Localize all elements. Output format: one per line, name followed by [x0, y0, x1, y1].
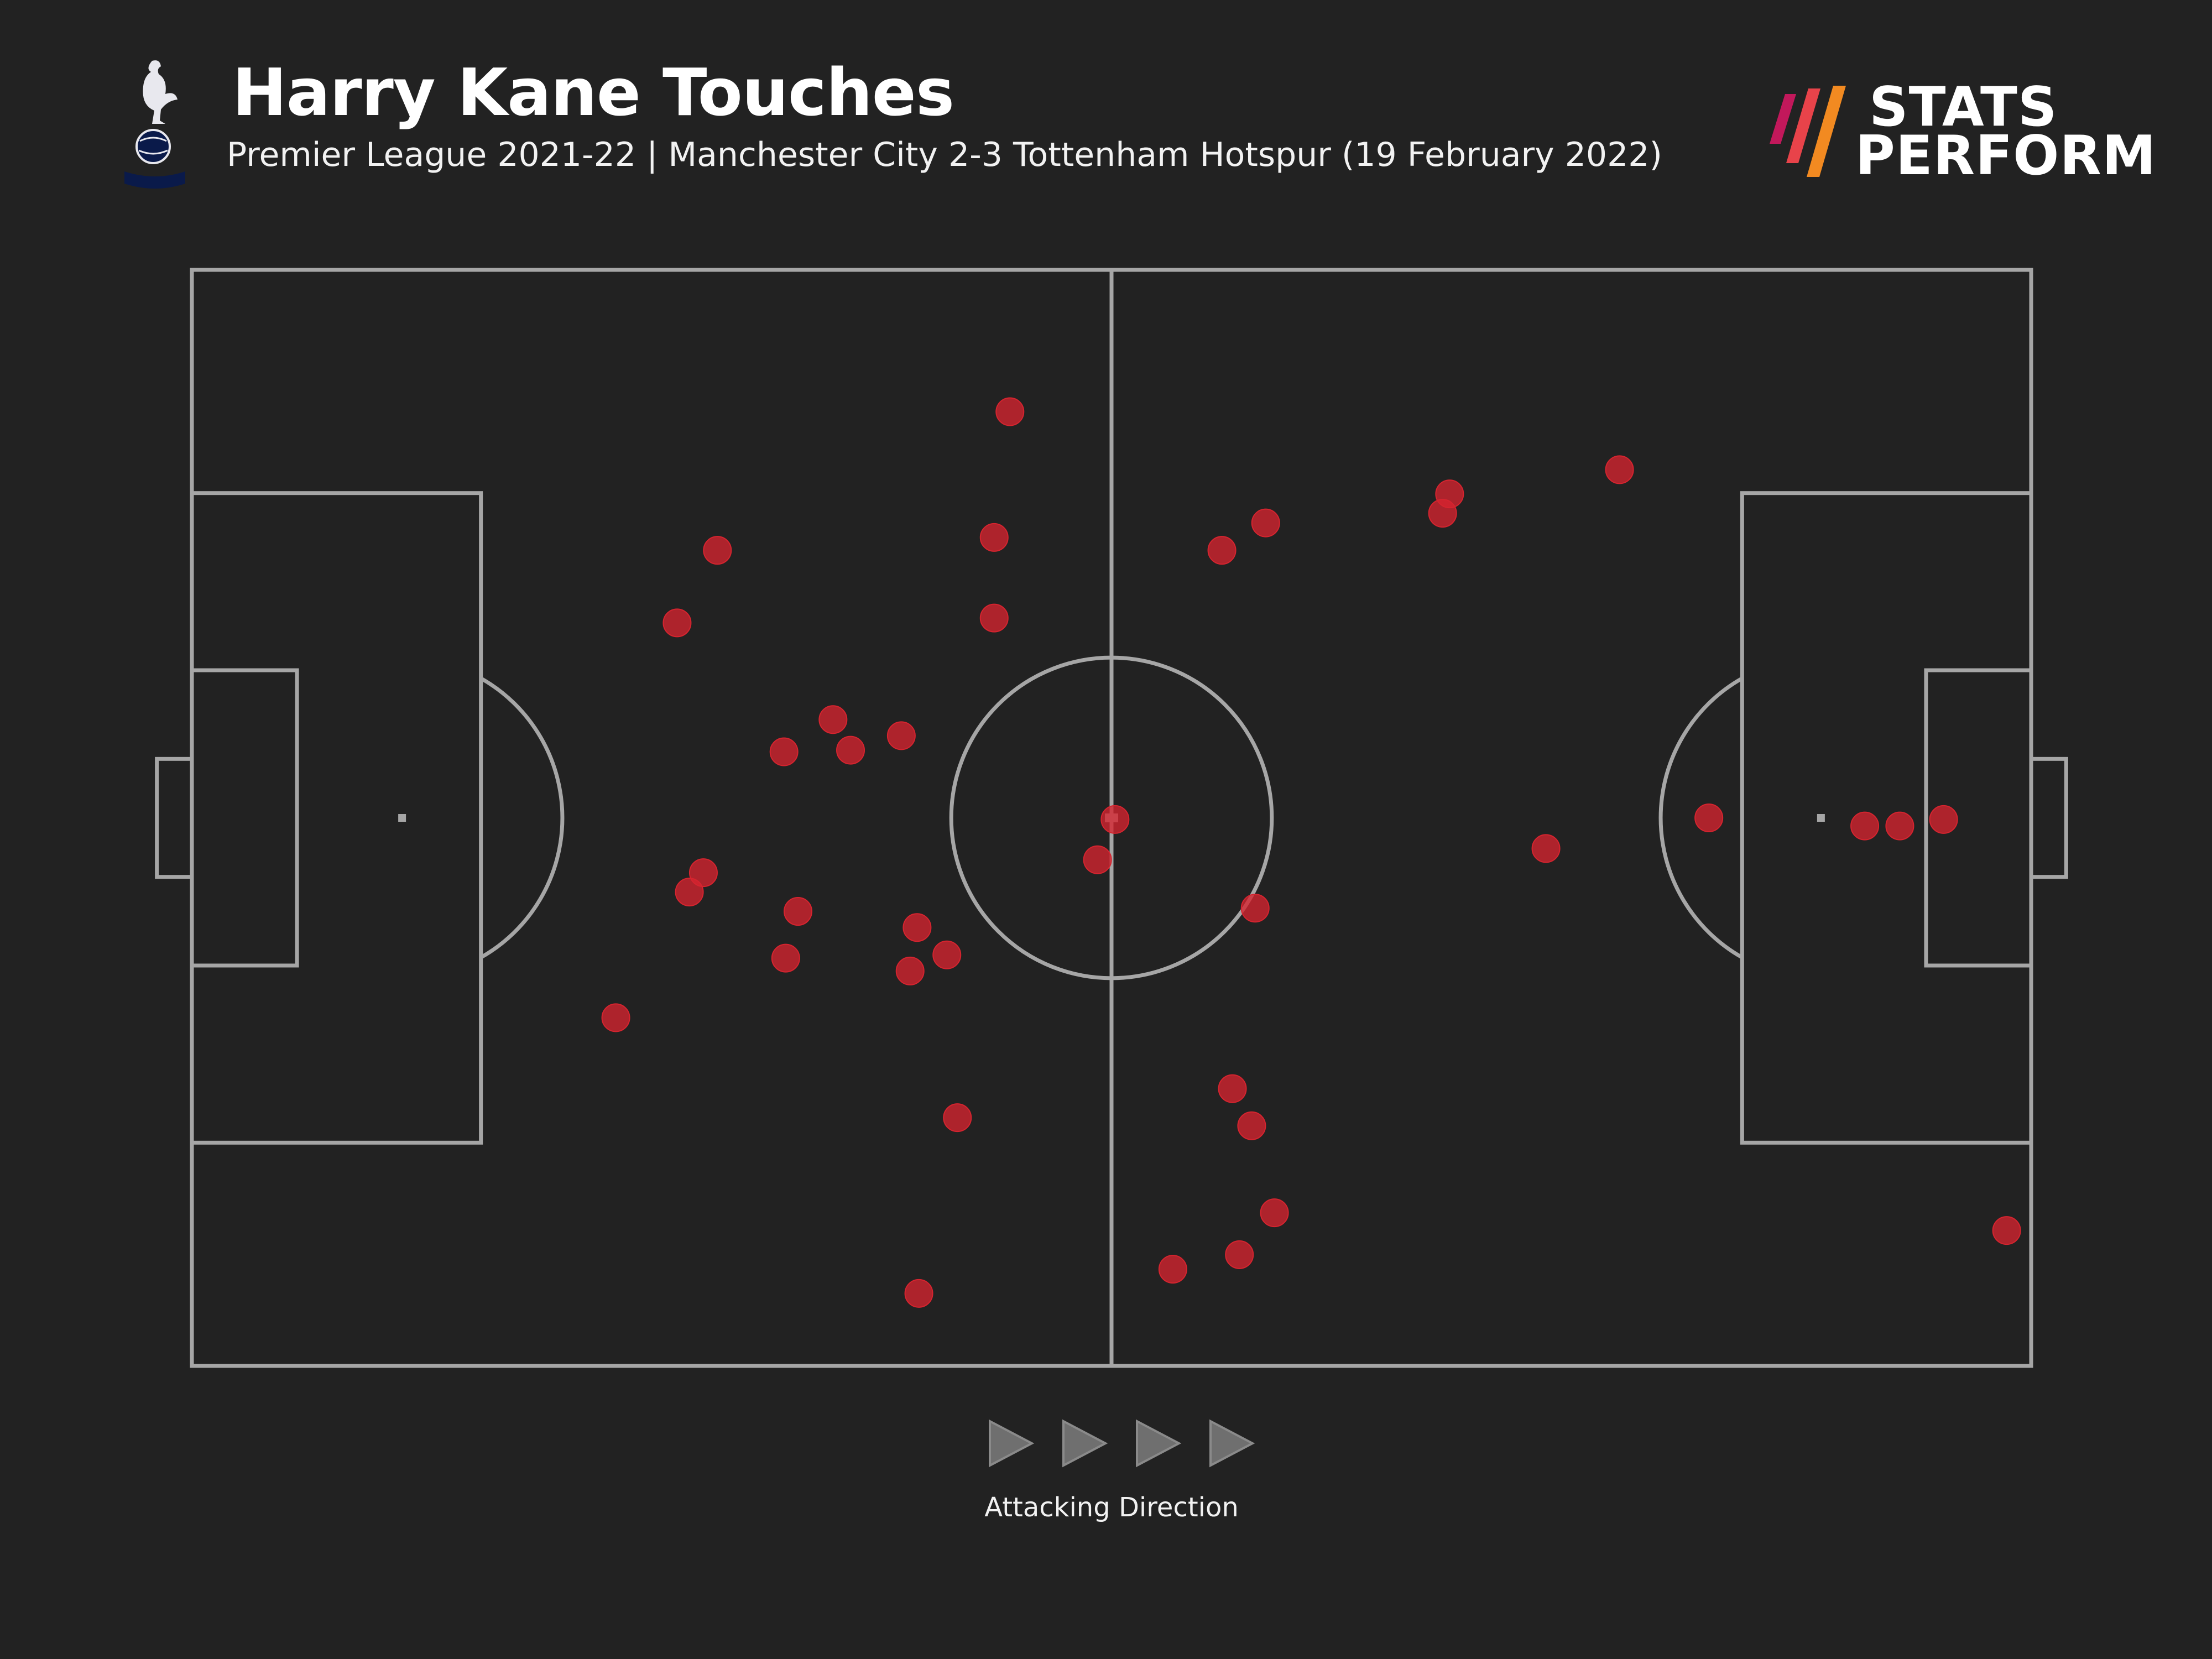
touch-point: [1237, 1111, 1266, 1140]
touch-point: [1992, 1216, 2021, 1245]
attacking-direction-label: Attacking Direction: [984, 1492, 1239, 1523]
play-triangle-icon: [1136, 1419, 1182, 1468]
touch-point: [995, 397, 1025, 426]
touch-point: [836, 735, 865, 765]
touch-point: [1435, 479, 1464, 509]
touch-point: [943, 1103, 972, 1133]
touch-point: [932, 940, 962, 969]
attacking-direction-arrows: [989, 1419, 1255, 1468]
touch-point: [1251, 508, 1280, 538]
touch-point: [601, 1003, 630, 1032]
touch-point: [1218, 1074, 1247, 1103]
touch-point: [771, 943, 800, 973]
play-triangle-icon: [1062, 1419, 1108, 1468]
touch-point: [1158, 1255, 1187, 1284]
play-triangle-icon: [1209, 1419, 1255, 1468]
touch-point: [886, 721, 916, 750]
touch-point: [895, 956, 925, 985]
left-penalty-area: [190, 491, 483, 1145]
tottenham-crest-icon: [113, 55, 202, 196]
touch-point: [1885, 811, 1914, 841]
touch-point: [818, 705, 848, 734]
touch-markers: [601, 397, 2021, 1308]
touch-point: [902, 913, 932, 942]
left-six-yard-box: [190, 668, 299, 968]
right-penalty-arc: [1658, 676, 1744, 959]
touch-point: [783, 897, 812, 926]
stats-perform-logo-icon: [1770, 86, 1846, 177]
right-penalty-area: [1740, 491, 2033, 1145]
touch-point: [662, 608, 692, 638]
touch-point: [1850, 811, 1880, 841]
brand-word-stats: STATS: [1869, 76, 2058, 139]
touch-point: [1100, 805, 1130, 834]
right-goal: [2029, 757, 2068, 879]
touch-point: [1207, 536, 1237, 565]
right-penalty-spot: [1817, 814, 1825, 822]
touch-point: [1083, 845, 1112, 874]
header: Harry Kane Touches Premier League 2021-2…: [0, 0, 2212, 221]
brand-word-perform: PERFORM: [1855, 124, 2157, 187]
touch-point: [979, 523, 1009, 552]
touch-point: [904, 1279, 933, 1308]
left-penalty-arc: [479, 676, 565, 959]
touch-point: [675, 878, 704, 907]
touch-point: [769, 737, 799, 766]
touch-point: [979, 603, 1009, 633]
chart-title: Harry Kane Touches: [232, 54, 954, 131]
touch-point: [1240, 894, 1270, 923]
centre-circle: [949, 655, 1274, 980]
play-triangle-icon: [989, 1419, 1035, 1468]
touch-point: [1260, 1198, 1289, 1228]
left-penalty-spot: [398, 814, 406, 822]
touch-point: [1605, 455, 1634, 484]
touch-point: [1225, 1240, 1254, 1269]
stats-perform-logo: STATS PERFORM: [1764, 76, 2156, 185]
touch-point: [1694, 804, 1724, 832]
left-goal: [155, 757, 194, 879]
chart-subtitle: Premier League 2021-22 | Manchester City…: [227, 135, 1662, 174]
touch-point: [1929, 805, 1958, 834]
touch-point: [703, 536, 732, 565]
touch-point: [1531, 834, 1561, 863]
